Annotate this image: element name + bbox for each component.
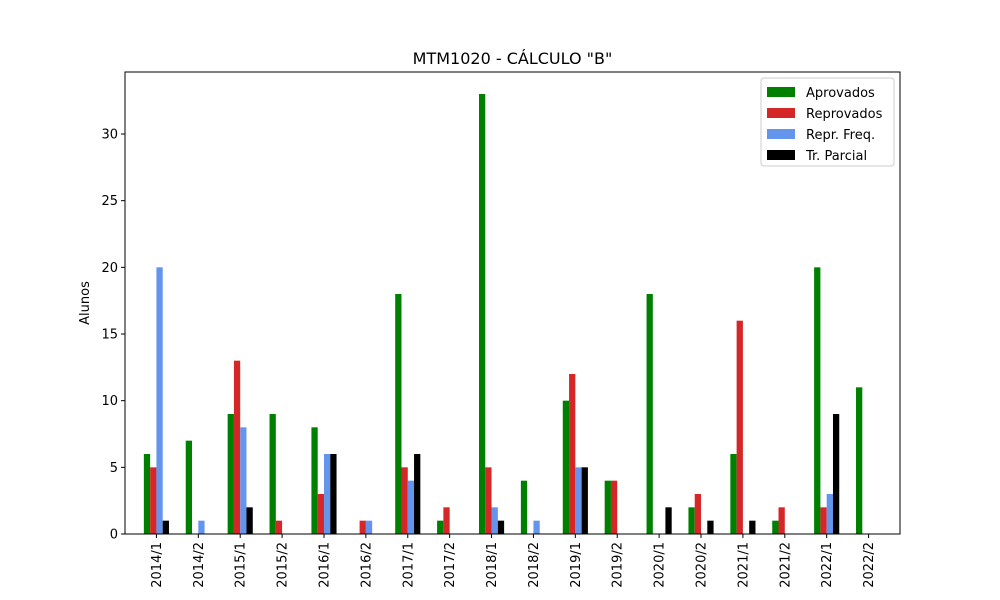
legend-label-1: Reprovados xyxy=(806,107,883,122)
bar-1-5 xyxy=(359,520,366,534)
legend-swatch-2 xyxy=(767,129,795,139)
bar-1-3 xyxy=(275,520,283,534)
bar-0-3 xyxy=(269,414,276,534)
x-tick-label-7: 2017/2 xyxy=(443,542,458,588)
bar-0-10 xyxy=(562,400,570,534)
bar-1-16 xyxy=(820,507,827,534)
bar-1-14 xyxy=(736,320,743,534)
bar-1-6 xyxy=(401,467,408,534)
legend-label-0: Aprovados xyxy=(806,86,875,101)
legend-swatch-0 xyxy=(767,87,795,97)
bar-0-11 xyxy=(604,480,611,534)
bar-2-16 xyxy=(826,494,833,534)
plot-frame xyxy=(124,71,901,535)
legend-label-3: Tr. Parcial xyxy=(805,149,867,164)
x-tick-label-9: 2018/2 xyxy=(527,542,542,588)
bar-1-8 xyxy=(485,467,492,534)
chart-title: MTM1020 - CÁLCULO "B" xyxy=(413,49,613,68)
bar-2-10 xyxy=(575,467,582,534)
bar-3-16 xyxy=(832,414,840,534)
x-tick-label-8: 2018/1 xyxy=(485,542,500,588)
bar-3-14 xyxy=(749,520,756,534)
y-tick-label-4: 20 xyxy=(101,261,118,276)
x-tick-label-14: 2021/1 xyxy=(736,542,751,588)
y-tick-label-3: 15 xyxy=(101,328,118,343)
legend-swatch-3 xyxy=(767,150,795,160)
bar-2-4 xyxy=(323,454,331,534)
bar-0-6 xyxy=(395,294,402,534)
legend-box xyxy=(760,77,895,167)
bar-2-0 xyxy=(156,267,163,534)
y-tick-label-2: 10 xyxy=(101,394,118,409)
bar-3-6 xyxy=(414,454,421,534)
x-tick-label-17: 2022/2 xyxy=(862,542,877,588)
bar-2-5 xyxy=(365,520,373,534)
legend-swatch-1 xyxy=(767,108,795,118)
legend: Aprovados Reprovados Repr. Freq. Tr. Parcia… xyxy=(760,77,895,167)
bar-3-10 xyxy=(581,467,588,534)
bar-0-17 xyxy=(856,387,863,534)
legend-label-2: Repr. Freq. xyxy=(806,128,875,143)
bar-0-16 xyxy=(814,267,821,534)
bar-0-2 xyxy=(227,414,234,534)
bar-1-10 xyxy=(569,374,576,534)
bar-2-9 xyxy=(533,520,540,534)
bar-1-0 xyxy=(150,467,157,534)
bar-0-15 xyxy=(772,520,779,534)
bars-group xyxy=(143,94,863,534)
bar-1-4 xyxy=(317,494,324,534)
x-tick-label-5: 2016/2 xyxy=(359,542,374,588)
x-tick-label-2: 2015/1 xyxy=(234,542,249,588)
x-tick-label-10: 2019/1 xyxy=(569,542,584,588)
x-tick-label-3: 2015/2 xyxy=(276,542,291,588)
y-tick-label-6: 30 xyxy=(101,128,118,143)
bar-1-15 xyxy=(778,507,785,534)
x-tick-label-16: 2022/1 xyxy=(820,542,835,588)
bar-3-0 xyxy=(162,520,169,534)
bar-3-8 xyxy=(497,520,505,534)
x-tick-label-15: 2021/2 xyxy=(778,542,793,588)
y-axis-ticks: 0 5 10 15 20 25 30 xyxy=(101,128,125,543)
bar-3-2 xyxy=(246,507,253,534)
bar-0-7 xyxy=(437,520,444,534)
bar-3-12 xyxy=(665,507,672,534)
bar-1-7 xyxy=(443,507,450,534)
bar-0-12 xyxy=(646,294,653,534)
bar-2-2 xyxy=(240,427,247,534)
bar-1-13 xyxy=(694,494,702,534)
bar-3-4 xyxy=(330,454,337,534)
x-axis-ticks: 2014/1 2014/2 2015/1 2015/2 2016/1 2016/2 2017… xyxy=(150,534,877,588)
y-axis-label: Alunos xyxy=(78,281,93,325)
bar-1-11 xyxy=(610,480,618,534)
x-tick-label-11: 2019/2 xyxy=(611,542,626,588)
bar-3-13 xyxy=(707,520,714,534)
x-tick-label-13: 2020/2 xyxy=(695,542,710,588)
y-tick-label-5: 25 xyxy=(101,194,118,209)
bar-2-8 xyxy=(491,507,498,534)
x-tick-label-1: 2014/2 xyxy=(192,542,207,588)
x-tick-label-4: 2016/1 xyxy=(317,542,332,588)
bar-0-1 xyxy=(185,440,193,534)
bar-1-2 xyxy=(233,360,241,534)
bar-2-6 xyxy=(407,480,415,534)
bar-0-8 xyxy=(478,94,486,534)
y-tick-label-0: 0 xyxy=(110,528,118,543)
x-tick-label-6: 2017/1 xyxy=(401,542,416,588)
bar-0-13 xyxy=(688,507,695,534)
bar-2-1 xyxy=(198,520,205,534)
bar-0-14 xyxy=(730,454,737,534)
y-tick-label-1: 5 xyxy=(110,461,118,476)
bar-0-9 xyxy=(520,480,528,534)
bar-0-0 xyxy=(143,454,151,534)
x-tick-label-0: 2014/1 xyxy=(150,542,165,588)
x-tick-label-12: 2020/1 xyxy=(653,542,668,588)
bar-0-4 xyxy=(311,427,318,534)
